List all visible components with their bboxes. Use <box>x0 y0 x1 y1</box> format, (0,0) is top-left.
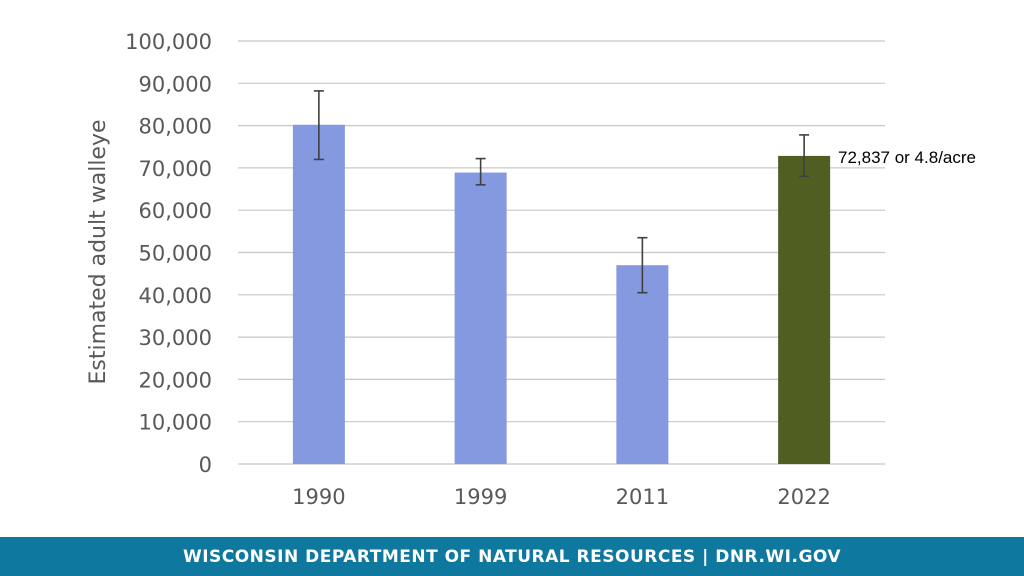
y-axis-ticks: 0 10,000 20,000 30,000 40,000 50,000 60,000 70,… <box>125 30 212 477</box>
y-tick-label: 60,000 <box>139 199 212 223</box>
y-tick-label: 10,000 <box>139 411 212 435</box>
walleye-bar-chart: 0 10,000 20,000 30,000 40,000 50,000 60,000 70,… <box>86 30 976 509</box>
y-axis-title: Estimated adult walleye <box>86 119 111 384</box>
y-tick-label: 40,000 <box>139 284 212 308</box>
y-tick-label: 80,000 <box>139 115 212 139</box>
value-annotation: 72,837 or 4.8/acre <box>838 148 976 167</box>
error-bar-1999 <box>475 157 486 186</box>
error-bar-2011 <box>637 236 648 294</box>
y-tick-label: 70,000 <box>139 157 212 181</box>
bar-1990 <box>292 124 345 464</box>
x-tick-label-2022: 2022 <box>777 485 830 509</box>
bar-1999 <box>454 172 507 465</box>
y-tick-label: 50,000 <box>139 242 212 266</box>
footer-banner: WISCONSIN DEPARTMENT OF NATURAL RESOURCE… <box>0 537 1024 576</box>
x-axis-ticks: 1990 1999 2011 2022 <box>292 485 831 509</box>
x-tick-label-1990: 1990 <box>292 485 345 509</box>
x-tick-label-2011: 2011 <box>616 485 669 509</box>
error-bar-1990 <box>313 90 324 161</box>
y-tick-label: 30,000 <box>139 326 212 350</box>
y-tick-label: 100,000 <box>125 30 212 54</box>
y-tick-label: 20,000 <box>139 368 212 392</box>
y-tick-label: 0 <box>199 453 212 477</box>
bar-2011 <box>616 265 669 464</box>
footer-text: WISCONSIN DEPARTMENT OF NATURAL RESOURCE… <box>182 546 842 567</box>
x-tick-label-1999: 1999 <box>454 485 507 509</box>
error-bar-2022 <box>799 134 810 178</box>
bars <box>292 124 831 465</box>
error-bars <box>313 90 810 294</box>
gridlines <box>238 40 885 465</box>
y-tick-label: 90,000 <box>139 72 212 96</box>
bar-2022 <box>778 155 831 465</box>
